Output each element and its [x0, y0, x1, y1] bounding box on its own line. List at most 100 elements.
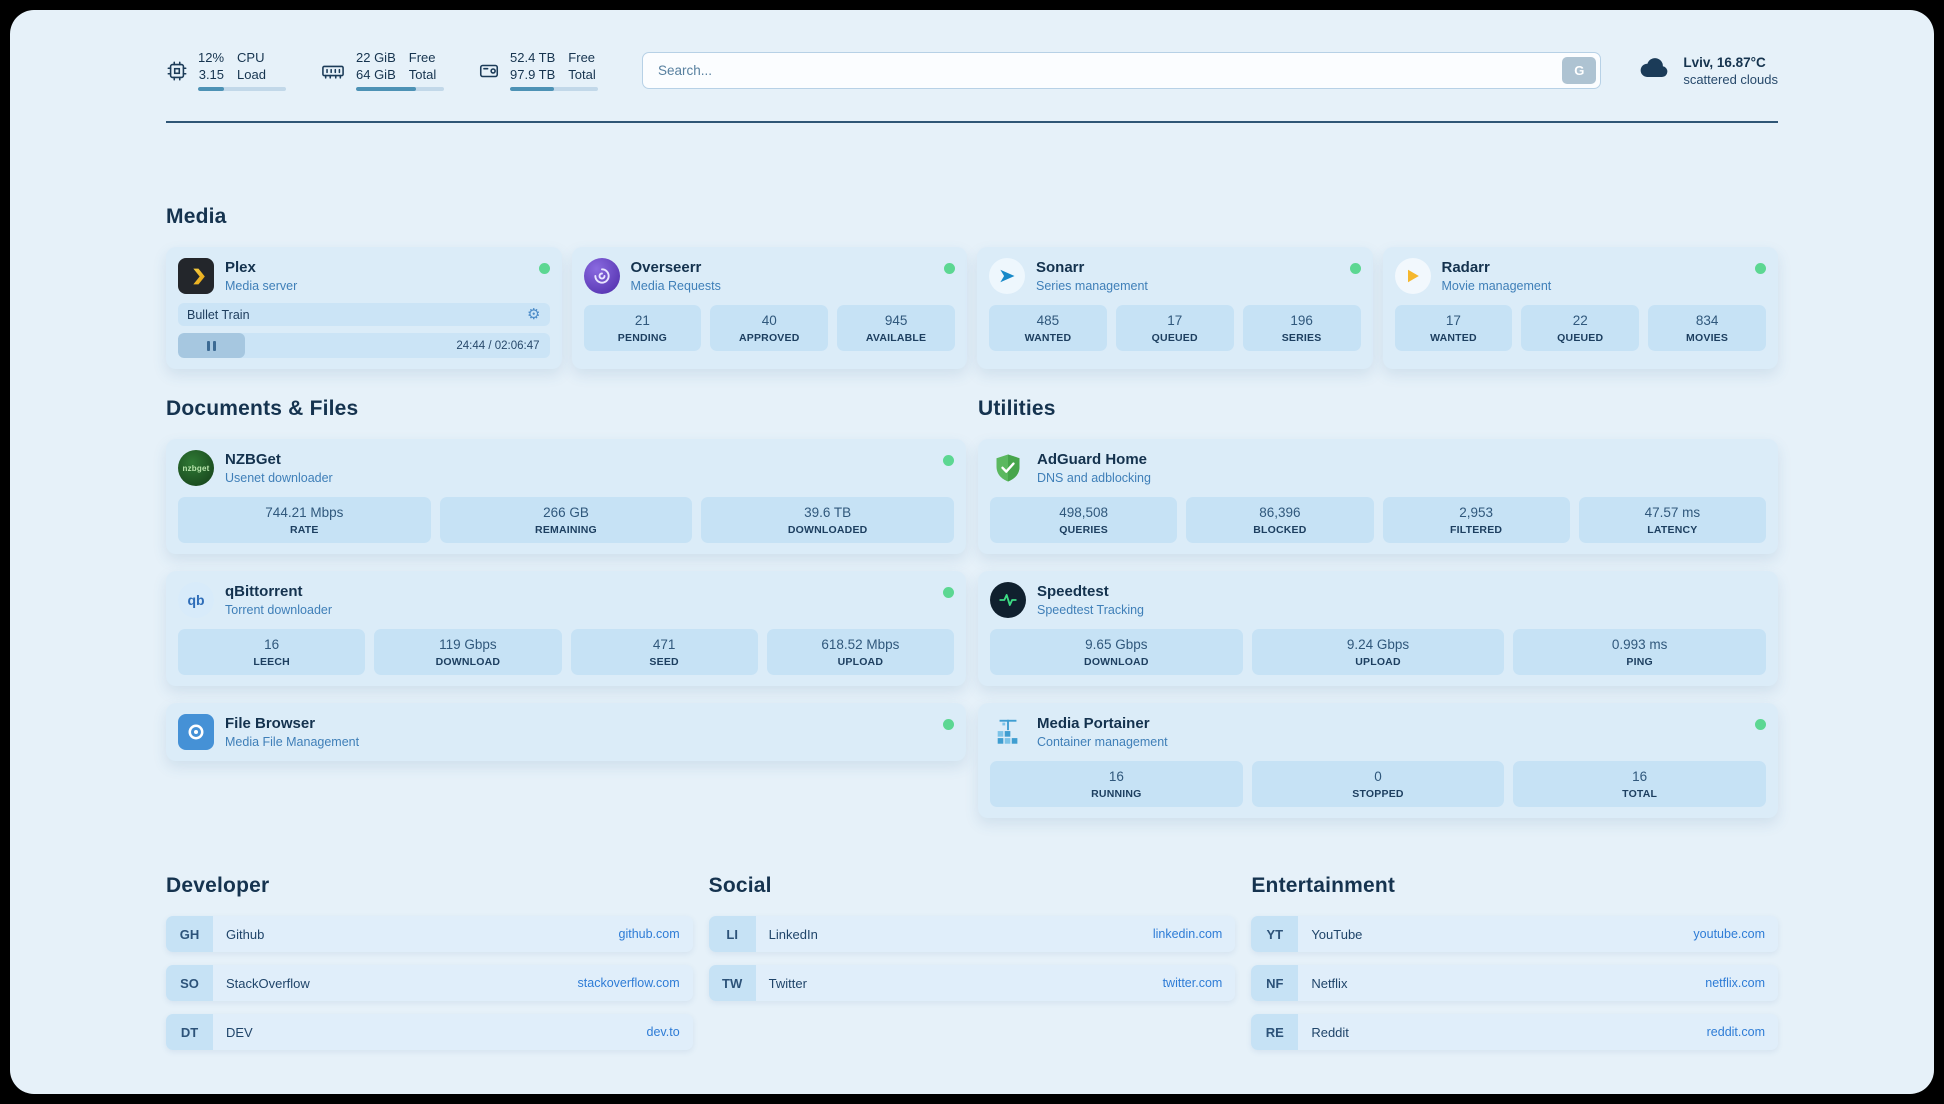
now-playing: Bullet Train ⚙ 24:44 / 02:06:47	[178, 303, 550, 358]
weather-location: Lviv, 16.87°C	[1683, 54, 1766, 70]
service-name: File Browser	[225, 715, 316, 732]
service-name: Radarr	[1441, 259, 1490, 276]
bookmark-row-github[interactable]: GH Github github.com	[166, 916, 693, 952]
bookmark-row-reddit[interactable]: RE Reddit reddit.com	[1251, 1014, 1778, 1050]
bookmark-url: stackoverflow.com	[577, 976, 680, 990]
disk-free-value: 52.4 TB	[510, 50, 556, 65]
status-dot	[943, 587, 954, 598]
service-card-qbittorrent[interactable]: qb qBittorrent Torrent downloader 16	[166, 571, 966, 686]
cpu-icon	[166, 60, 188, 82]
weather-widget: Lviv, 16.87°C scattered clouds	[1637, 54, 1778, 87]
stat-label: QUEUED	[1557, 332, 1604, 344]
cpu-progressbar	[198, 87, 286, 91]
cpu-load-value: 3.15	[198, 67, 225, 82]
bookmark-abbr: SO	[166, 965, 213, 1001]
section-media: Media Plex	[166, 205, 1778, 369]
service-name: Speedtest	[1037, 583, 1109, 600]
bookmark-name: YouTube	[1311, 926, 1363, 942]
stat-label: REMAINING	[535, 524, 597, 536]
stat-tile: 47.57 ms LATENCY	[1578, 497, 1766, 543]
stat-value: 618.52 Mbps	[821, 637, 900, 652]
settings-gear-icon[interactable]: ⚙	[527, 306, 541, 323]
stat-label: SERIES	[1281, 332, 1322, 344]
service-card-overseerr[interactable]: Overseerr Media Requests 21 PENDING 40 A…	[571, 247, 967, 369]
section-title-social: Social	[708, 874, 772, 897]
bookmark-row-stackoverflow[interactable]: SO StackOverflow stackoverflow.com	[166, 965, 693, 1001]
stat-value: 498,508	[1059, 505, 1109, 520]
stat-tile: 17 QUEUED	[1115, 305, 1234, 351]
bookmark-row-netflix[interactable]: NF Netflix netflix.com	[1251, 965, 1778, 1001]
stat-value: 744.21 Mbps	[265, 505, 344, 520]
service-card-adguard[interactable]: AdGuard Home DNS and adblocking 498,508 …	[978, 439, 1778, 554]
service-card-radarr[interactable]: Radarr Movie management 17 WANTED 22 QUE…	[1382, 247, 1778, 369]
bookmark-abbr: RE	[1251, 1014, 1299, 1050]
stat-tile: 40 APPROVED	[710, 305, 829, 351]
search-provider-button[interactable]: G	[1562, 57, 1597, 84]
service-card-speedtest[interactable]: Speedtest Speedtest Tracking 9.65 Gbps D…	[978, 571, 1778, 686]
bookmark-row-linkedin[interactable]: LI LinkedIn linkedin.com	[708, 916, 1236, 952]
stat-label: TOTAL	[1622, 788, 1658, 800]
qbittorrent-icon: qb	[178, 582, 214, 618]
bookmark-name: Reddit	[1311, 1024, 1349, 1040]
stat-tile: 119 Gbps DOWNLOAD	[374, 629, 562, 675]
now-playing-title: Bullet Train	[187, 307, 250, 322]
section-utilities: Utilities	[978, 397, 1778, 818]
stat-tile: 16 LEECH	[178, 629, 366, 675]
stat-label: QUERIES	[1059, 524, 1108, 536]
disk-free-label: Free	[568, 50, 596, 65]
status-dot	[944, 263, 955, 274]
adguard-icon	[990, 450, 1026, 486]
bookmark-row-dev[interactable]: DT DEV dev.to	[166, 1014, 693, 1050]
bookmark-row-twitter[interactable]: TW Twitter twitter.com	[708, 965, 1236, 1001]
stat-tile: 9.65 Gbps DOWNLOAD	[990, 629, 1243, 675]
bookmark-abbr: LI	[708, 916, 756, 952]
stat-value: 471	[652, 637, 676, 652]
section-documents: Documents & Files nzbget NZBGet Usenet d…	[166, 397, 966, 818]
service-card-portainer[interactable]: Media Portainer Container management 16 …	[978, 703, 1778, 818]
bookmark-url: netflix.com	[1705, 976, 1765, 990]
stat-tile: 485 WANTED	[989, 305, 1107, 351]
dashboard-frame: 12% 3.15 CPU Load	[10, 10, 1934, 1094]
section-title-media: Media	[166, 205, 227, 228]
bookmark-name: StackOverflow	[226, 975, 310, 991]
service-subtitle: Torrent downloader	[225, 603, 333, 617]
disk-progressbar	[510, 87, 598, 91]
bookmark-abbr: NF	[1251, 965, 1299, 1001]
stat-value: 16	[1108, 769, 1124, 784]
service-name: AdGuard Home	[1037, 451, 1148, 468]
service-subtitle: Media Requests	[630, 279, 721, 293]
service-name: Plex	[225, 259, 256, 276]
service-card-sonarr[interactable]: Sonarr Series management 485 WANTED 17 Q…	[977, 247, 1373, 369]
cpu-widget: 12% 3.15 CPU Load	[166, 50, 286, 91]
stat-tile: 498,508 QUERIES	[990, 497, 1178, 543]
stat-tile: 834 MOVIES	[1648, 305, 1766, 351]
stat-tile: 0 STOPPED	[1251, 761, 1505, 807]
radarr-icon	[1394, 258, 1431, 294]
service-card-filebrowser[interactable]: File Browser Media File Management	[166, 703, 966, 761]
search-bar: G	[642, 52, 1602, 89]
service-subtitle: Speedtest Tracking	[1037, 603, 1145, 617]
disk-total-label: Total	[568, 67, 596, 82]
bookmark-row-youtube[interactable]: YT YouTube youtube.com	[1251, 916, 1778, 952]
stat-value: 119 Gbps	[439, 637, 497, 652]
disk-total-value: 97.9 TB	[510, 67, 556, 82]
stat-label: RUNNING	[1091, 788, 1142, 800]
stat-tile: 21 PENDING	[583, 305, 702, 351]
stat-tile: 22 QUEUED	[1521, 305, 1640, 351]
playback-progressbar[interactable]: 24:44 / 02:06:47	[178, 333, 550, 358]
stat-value: 86,396	[1259, 505, 1301, 520]
bookmark-name: LinkedIn	[768, 926, 818, 942]
topbar: 12% 3.15 CPU Load	[166, 10, 1778, 91]
stat-tile: 618.52 Mbps UPLOAD	[766, 629, 954, 675]
stat-value: 16	[1632, 769, 1648, 784]
stat-tile: 17 WANTED	[1394, 305, 1513, 351]
stat-value: 17	[1445, 313, 1461, 328]
stat-label: SEED	[649, 656, 679, 668]
service-card-plex[interactable]: Plex Media server Bullet Train ⚙	[166, 247, 562, 369]
cpu-usage-value: 12%	[198, 50, 225, 65]
service-name: Sonarr	[1036, 259, 1085, 276]
status-dot	[1349, 263, 1361, 274]
search-input[interactable]	[642, 52, 1602, 89]
stat-value: 47.57 ms	[1644, 505, 1701, 520]
service-card-nzbget[interactable]: nzbget NZBGet Usenet downloader 744.21 M…	[166, 439, 966, 554]
